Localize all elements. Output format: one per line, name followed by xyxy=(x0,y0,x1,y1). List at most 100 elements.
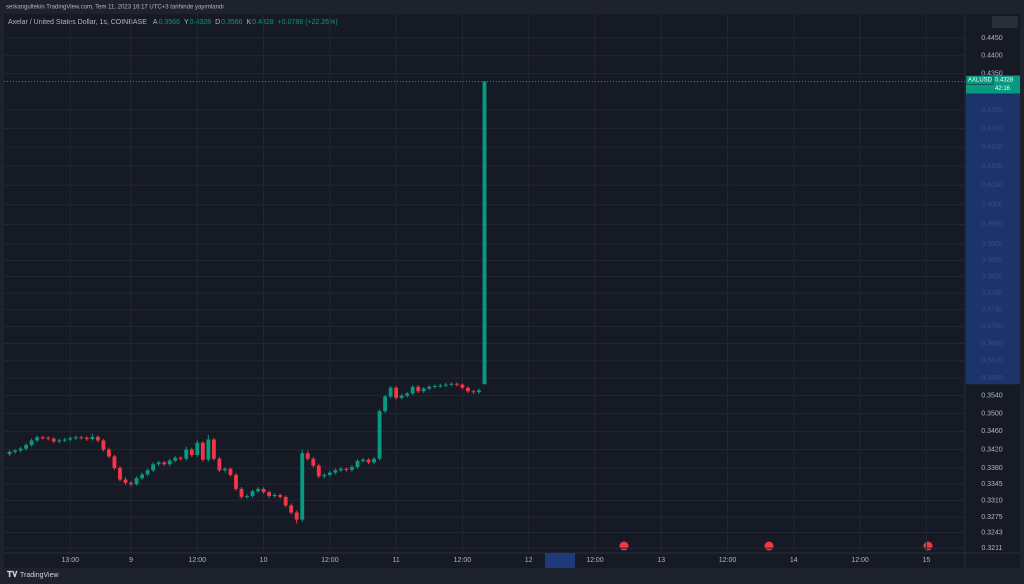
candle-body xyxy=(206,439,211,460)
candle-body xyxy=(123,479,128,483)
candle-body xyxy=(162,462,167,465)
candle-body xyxy=(234,474,238,489)
legend-field-value: 0.4328 xyxy=(252,19,274,26)
y-tick-label: 0.4400 xyxy=(981,53,1003,60)
candle-body xyxy=(245,495,249,497)
candle-body xyxy=(278,495,283,497)
candle-body xyxy=(211,439,216,459)
candle-body xyxy=(405,393,410,396)
candle-body xyxy=(84,437,89,440)
y-tick-label: 0.3310 xyxy=(981,498,1003,505)
candle-body xyxy=(465,387,470,392)
ticker-box xyxy=(965,75,994,85)
candle-body xyxy=(250,491,255,496)
published-note: serkangultekin TradingView.com, Tem 11, … xyxy=(6,5,224,11)
candle-body xyxy=(338,468,343,471)
candle-body xyxy=(129,482,133,485)
candle-body xyxy=(272,495,277,497)
candle-body xyxy=(477,390,481,393)
candle-body xyxy=(156,462,161,465)
y-tick-label: 0.4450 xyxy=(981,35,1003,42)
candle-body xyxy=(454,383,459,385)
candle-body xyxy=(344,468,349,470)
candle-body xyxy=(267,492,272,496)
candle-body xyxy=(322,474,327,477)
time-axis-highlight xyxy=(545,553,575,568)
x-tick-label: 12 xyxy=(525,557,533,564)
event-icon[interactable] xyxy=(619,541,629,551)
candle-body xyxy=(311,458,316,466)
y-tick-label: 0.3420 xyxy=(981,446,1003,453)
candle-body xyxy=(151,464,156,471)
legend-change: +0.0788 (+22.26%) xyxy=(278,19,338,26)
x-tick-label: 12:00 xyxy=(321,557,339,564)
legend-field-label: Y xyxy=(184,19,189,26)
candle-body xyxy=(482,81,487,385)
candle-body xyxy=(239,488,244,497)
price-label-price: 0.4328 xyxy=(995,78,1014,84)
candle-body xyxy=(300,453,305,520)
candle-body xyxy=(222,468,227,471)
candle-body xyxy=(79,437,84,439)
candle-body xyxy=(145,470,150,475)
candle-body xyxy=(394,387,399,398)
y-tick-label: 0.3460 xyxy=(981,428,1003,435)
candle-body xyxy=(460,384,465,388)
y-tick-label: 0.3275 xyxy=(981,514,1003,521)
candle-body xyxy=(289,505,294,513)
price-label-ticker: AXLUSD xyxy=(968,78,993,84)
candle-body xyxy=(90,436,95,440)
candle-body xyxy=(449,383,454,385)
legend-field-value: 0.3566 xyxy=(159,19,181,26)
candle-body xyxy=(62,439,67,441)
candle-body xyxy=(40,437,45,439)
legend-field-label: D xyxy=(215,19,220,26)
candle-body xyxy=(46,437,51,439)
legend-field-value: 0.4328 xyxy=(190,19,212,26)
candle-body xyxy=(383,396,388,412)
x-tick-label: 12:00 xyxy=(189,557,207,564)
x-tick-label: 13 xyxy=(657,557,665,564)
y-tick-label: 0.3345 xyxy=(981,481,1003,488)
candle-body xyxy=(167,460,172,465)
price-range-highlight xyxy=(966,81,1020,385)
event-icon[interactable] xyxy=(764,541,774,551)
candle-body xyxy=(24,444,29,449)
candle-body xyxy=(443,384,448,386)
candle-body xyxy=(350,467,354,470)
candle-body xyxy=(427,386,432,389)
x-tick-label: 12:00 xyxy=(586,557,604,564)
candle-body xyxy=(305,453,310,459)
candle-body xyxy=(195,442,200,456)
candle-body xyxy=(217,458,222,471)
x-tick-label: 10 xyxy=(260,557,268,564)
candle-body xyxy=(228,468,233,475)
candle-body xyxy=(377,411,382,459)
x-tick-label: 14 xyxy=(790,557,798,564)
x-tick-label: 12:00 xyxy=(719,557,737,564)
brand-logo: 𝐓𝐕 xyxy=(7,570,18,579)
event-icon[interactable] xyxy=(923,541,933,551)
candle-body xyxy=(95,436,100,441)
candle-body xyxy=(118,467,122,480)
candle-body xyxy=(438,385,443,387)
candle-body xyxy=(73,437,78,439)
candle-body xyxy=(421,388,426,392)
y-tick-label: 0.3380 xyxy=(981,465,1003,472)
legend-field-label: K xyxy=(247,19,252,26)
candle-body xyxy=(261,488,266,493)
price-label-countdown: 42:16 xyxy=(995,86,1011,92)
candle-body xyxy=(112,456,117,468)
x-tick-label: 13:00 xyxy=(62,557,80,564)
chart-pane xyxy=(4,14,1020,568)
y-tick-label: 0.3540 xyxy=(981,392,1003,399)
settings-button[interactable] xyxy=(992,16,1018,28)
x-tick-label: 15 xyxy=(922,557,930,564)
candle-body xyxy=(101,440,106,450)
y-tick-label: 0.4350 xyxy=(981,70,1003,77)
candle-body xyxy=(35,437,40,441)
candle-body xyxy=(283,496,288,506)
candle-body xyxy=(372,458,376,463)
